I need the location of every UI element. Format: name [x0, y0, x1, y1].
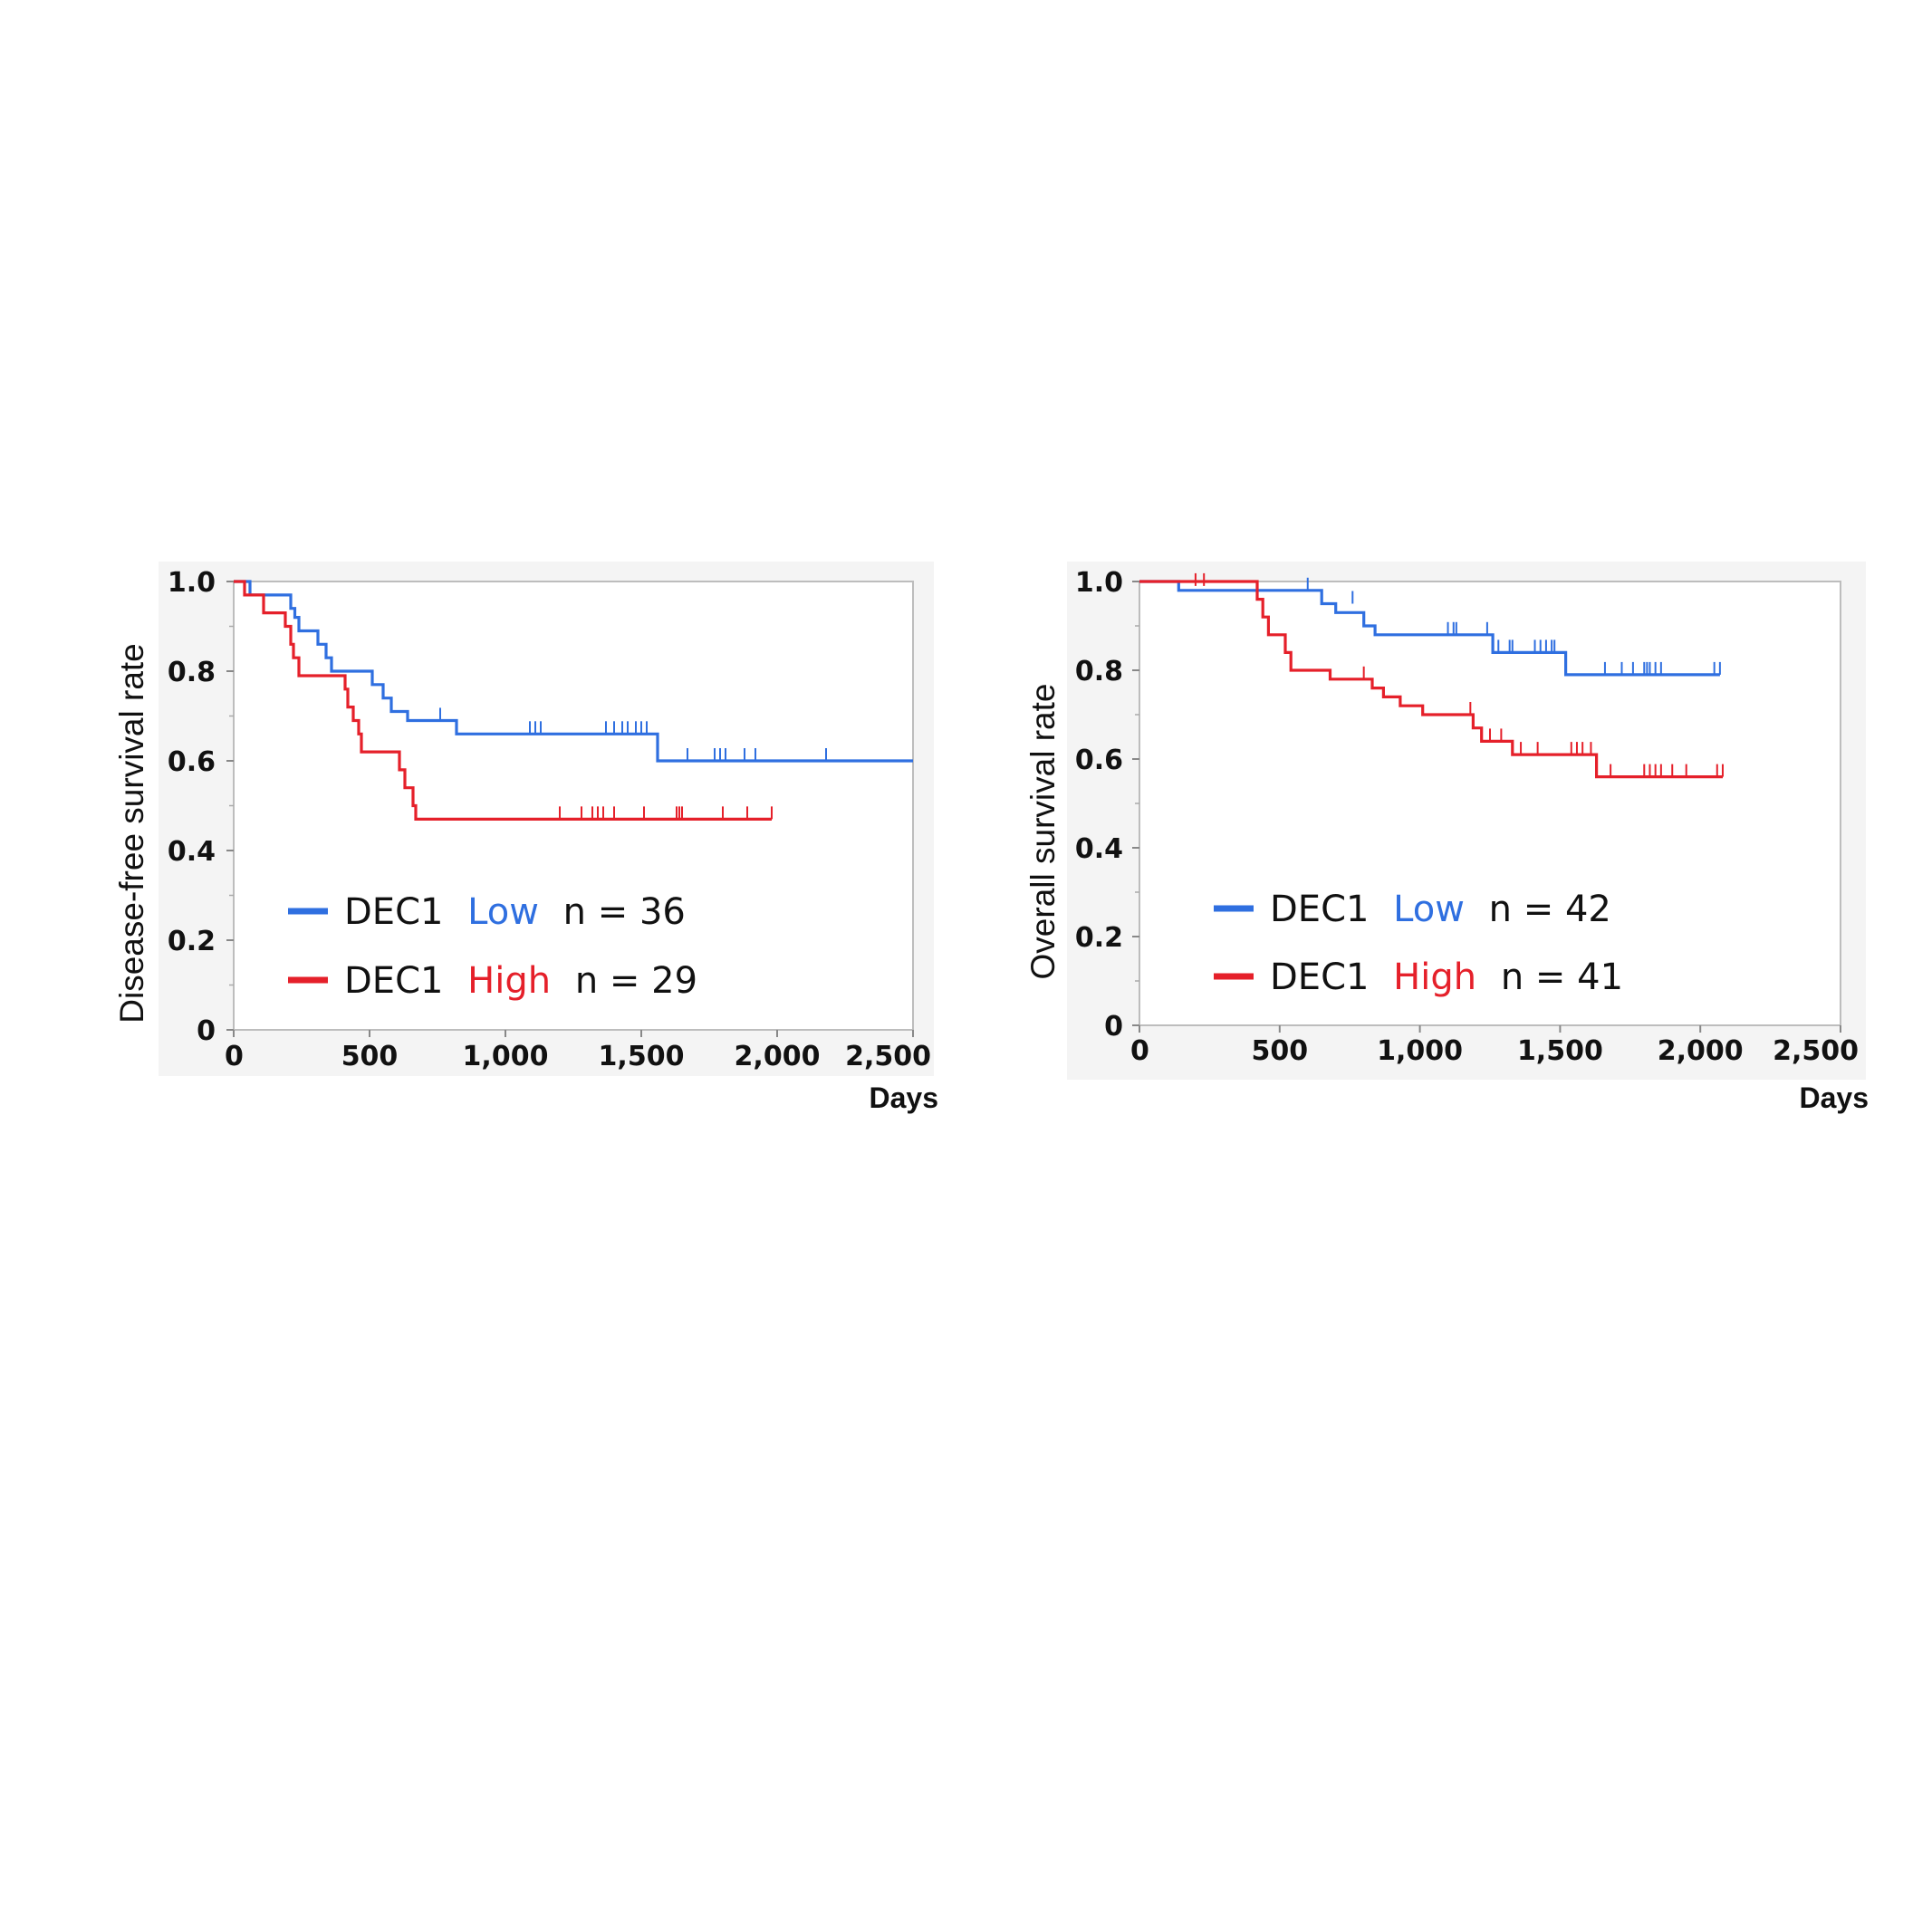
legend: DEC1 Low n = 42 DEC1 High n = 41	[1214, 889, 1623, 998]
x-tick-label: 2,000	[735, 1041, 821, 1072]
y-tick-label: 0	[1104, 1011, 1123, 1043]
survival-curve-low	[1139, 580, 1720, 677]
y-tick-label: 0.6	[168, 746, 216, 778]
y-tick-label: 0.2	[1075, 922, 1123, 954]
survival-curve-high	[234, 580, 772, 821]
legend-count: n = 29	[575, 960, 697, 1002]
legend-prefix: DEC1	[344, 891, 443, 933]
y-tick-label: 0.4	[168, 836, 216, 868]
legend-prefix: DEC1	[1270, 889, 1369, 930]
svg-text:DEC1 High: DEC1 High n = 41	[1270, 956, 1623, 998]
y-tick-label: 1.0	[168, 567, 216, 599]
svg-text:DEC1 Low n: DEC1 Low n = 42	[1270, 889, 1611, 930]
legend-item-low: DEC1 Low n = 36	[288, 891, 686, 933]
legend-item-high: DEC1 High n = 41	[1214, 956, 1623, 998]
disease-free-survival-panel: 0 0.2 0.4 0.6 0.8 1.0 0 500 1,000 1,500 2,000 2,50…	[113, 562, 938, 1114]
x-axis-label: Days	[1800, 1081, 1870, 1114]
svg-text:DEC1 High: DEC1 High n = 29	[344, 960, 697, 1002]
overall-survival-panel: 0 0.2 0.4 0.6 0.8 1.0 0 500 1,000 1,500 2,000 2,50…	[1024, 562, 1869, 1114]
y-axis-label: Disease-free survival rate	[113, 643, 150, 1023]
svg-text:DEC1 Low n: DEC1 Low n = 36	[344, 891, 686, 933]
x-tick-label: 1,000	[1377, 1035, 1463, 1067]
y-tick-label: 0.6	[1075, 745, 1123, 776]
y-axis-label: Overall survival rate	[1024, 684, 1062, 980]
y-tick-label: 0.4	[1075, 833, 1123, 865]
legend-group-high: High	[467, 960, 551, 1002]
legend-item-low: DEC1 Low n = 42	[1214, 889, 1611, 930]
x-axis-label: Days	[870, 1081, 939, 1114]
y-tick-label: 1.0	[1075, 567, 1123, 599]
legend-group-high: High	[1393, 956, 1476, 998]
x-tick-label: 1,500	[599, 1041, 685, 1072]
y-tick-label: 0.8	[168, 657, 216, 688]
legend-count: n = 42	[1489, 889, 1611, 930]
legend-item-high: DEC1 High n = 29	[288, 960, 697, 1002]
x-tick-label: 1,500	[1517, 1035, 1603, 1067]
y-tick-label: 0	[197, 1015, 216, 1047]
x-tick-label: 2,500	[1773, 1035, 1859, 1067]
survival-curve-low	[234, 580, 913, 763]
x-tick-label: 2,500	[845, 1041, 931, 1072]
legend-count: n = 36	[563, 891, 686, 933]
plot-area	[233, 581, 914, 1031]
plot-area	[1139, 581, 1841, 1026]
legend-count: n = 41	[1501, 956, 1623, 998]
x-tick-label: 500	[1251, 1035, 1308, 1067]
x-tick-label: 1,000	[463, 1041, 549, 1072]
x-tick-label: 500	[341, 1041, 399, 1072]
legend-group-low: Low	[1393, 889, 1465, 930]
x-tick-label: 2,000	[1658, 1035, 1744, 1067]
legend-group-low: Low	[467, 891, 539, 933]
x-tick-label: 0	[225, 1041, 244, 1072]
legend: DEC1 Low n = 36 DEC1 High n = 29	[288, 891, 697, 1002]
y-tick-label: 0.8	[1075, 656, 1123, 687]
legend-prefix: DEC1	[344, 960, 443, 1002]
legend-prefix: DEC1	[1270, 956, 1369, 998]
y-tick-label: 0.2	[168, 926, 216, 957]
x-tick-label: 0	[1130, 1035, 1149, 1067]
survival-curve-high	[1139, 580, 1723, 779]
